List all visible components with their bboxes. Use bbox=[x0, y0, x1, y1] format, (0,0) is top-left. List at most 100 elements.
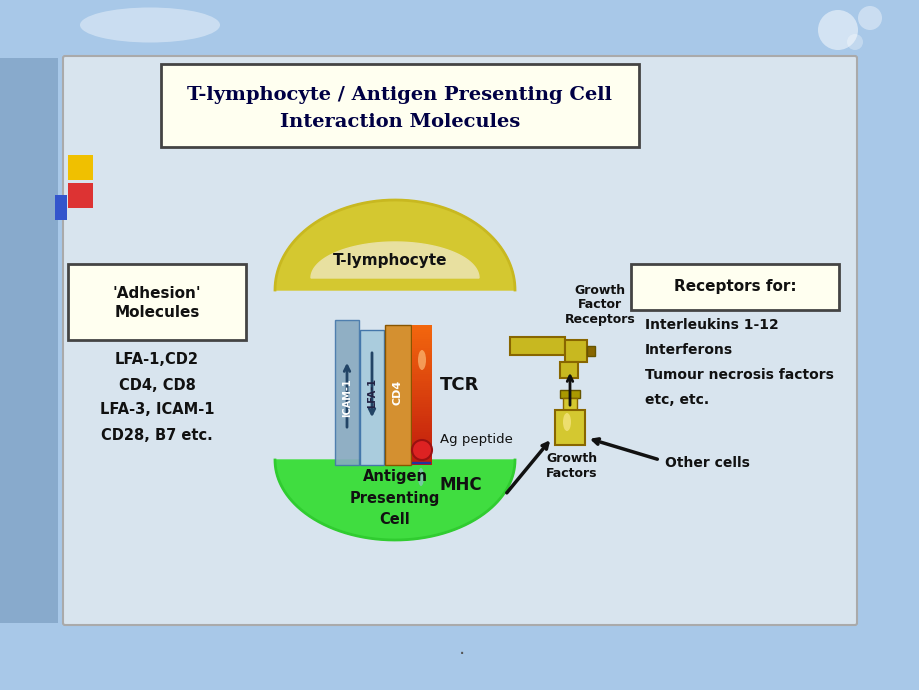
Polygon shape bbox=[311, 242, 479, 278]
Bar bbox=[412, 409, 432, 412]
Bar bbox=[412, 362, 432, 365]
Bar bbox=[0, 0, 58, 690]
Text: LFA-3, ICAM-1: LFA-3, ICAM-1 bbox=[99, 402, 214, 417]
Bar bbox=[412, 418, 432, 421]
Text: Growth
Factors: Growth Factors bbox=[546, 452, 597, 480]
Bar bbox=[335, 320, 358, 465]
Text: T-lymphocyte / Antigen Presenting Cell: T-lymphocyte / Antigen Presenting Cell bbox=[187, 86, 612, 104]
FancyBboxPatch shape bbox=[630, 264, 838, 310]
Bar bbox=[412, 376, 432, 380]
Bar bbox=[412, 444, 432, 447]
Bar bbox=[412, 416, 432, 419]
Bar bbox=[412, 395, 432, 398]
Bar bbox=[0, 623, 919, 690]
Bar bbox=[412, 342, 432, 344]
Text: Interferons: Interferons bbox=[644, 343, 732, 357]
Bar bbox=[412, 440, 432, 442]
Ellipse shape bbox=[417, 468, 424, 486]
Bar bbox=[359, 330, 383, 465]
Bar bbox=[412, 369, 432, 372]
Bar bbox=[412, 355, 432, 358]
Bar bbox=[586, 346, 595, 356]
Bar bbox=[384, 325, 411, 465]
Bar bbox=[412, 346, 432, 349]
Bar bbox=[412, 357, 432, 360]
Bar bbox=[412, 446, 432, 449]
Bar bbox=[68, 155, 93, 180]
Bar bbox=[412, 428, 432, 431]
Text: Receptors for:: Receptors for: bbox=[673, 279, 796, 295]
Bar bbox=[412, 330, 432, 333]
Bar bbox=[412, 402, 432, 405]
Bar bbox=[412, 442, 432, 444]
Text: LFA-1: LFA-1 bbox=[367, 377, 377, 408]
Bar bbox=[564, 340, 586, 362]
Text: Interaction Molecules: Interaction Molecules bbox=[279, 113, 519, 131]
FancyBboxPatch shape bbox=[62, 56, 857, 625]
Bar bbox=[0, 0, 919, 58]
Bar bbox=[412, 365, 432, 368]
Bar bbox=[412, 400, 432, 402]
Bar bbox=[412, 397, 432, 400]
Bar bbox=[412, 455, 432, 458]
Bar bbox=[412, 367, 432, 370]
Bar bbox=[560, 390, 579, 398]
Circle shape bbox=[857, 6, 881, 30]
Bar bbox=[412, 332, 432, 335]
Text: LFA-1,CD2: LFA-1,CD2 bbox=[115, 353, 199, 368]
Bar bbox=[412, 433, 432, 435]
Bar bbox=[554, 410, 584, 445]
Bar bbox=[412, 344, 432, 346]
Bar bbox=[509, 337, 564, 355]
Text: Interleukins 1-12: Interleukins 1-12 bbox=[644, 318, 777, 332]
Circle shape bbox=[412, 440, 432, 460]
Bar bbox=[412, 381, 432, 384]
Text: ICAM-1: ICAM-1 bbox=[342, 378, 352, 417]
Bar bbox=[412, 406, 432, 409]
Bar bbox=[412, 372, 432, 375]
Text: 'Adhesion'
Molecules: 'Adhesion' Molecules bbox=[112, 286, 201, 320]
Bar bbox=[412, 435, 432, 437]
Bar bbox=[412, 460, 432, 463]
Text: T-lymphocyte: T-lymphocyte bbox=[333, 253, 447, 268]
Bar bbox=[412, 360, 432, 363]
Bar bbox=[412, 451, 432, 454]
Bar bbox=[412, 348, 432, 351]
Text: .: . bbox=[459, 638, 465, 658]
Text: Ag peptide: Ag peptide bbox=[439, 433, 512, 446]
Ellipse shape bbox=[417, 350, 425, 370]
Bar bbox=[412, 437, 432, 440]
Bar bbox=[412, 462, 429, 463]
Bar bbox=[412, 404, 432, 407]
Bar bbox=[412, 453, 432, 456]
Bar bbox=[412, 423, 432, 426]
Bar bbox=[412, 339, 432, 342]
Text: Growth
Factor
Receptors: Growth Factor Receptors bbox=[564, 284, 635, 326]
Bar bbox=[412, 351, 432, 353]
Bar bbox=[560, 362, 577, 378]
Bar bbox=[412, 384, 432, 386]
Text: CD4, CD8: CD4, CD8 bbox=[119, 377, 195, 393]
Bar bbox=[412, 448, 432, 451]
Bar bbox=[412, 386, 432, 388]
Bar bbox=[412, 463, 432, 466]
Circle shape bbox=[846, 34, 862, 50]
Text: TCR: TCR bbox=[439, 376, 479, 394]
Bar bbox=[412, 337, 432, 339]
Text: Antigen
Presenting
Cell: Antigen Presenting Cell bbox=[349, 469, 439, 526]
Circle shape bbox=[817, 10, 857, 50]
Bar bbox=[412, 327, 432, 331]
Bar bbox=[412, 353, 432, 356]
Ellipse shape bbox=[562, 413, 571, 431]
Bar bbox=[412, 430, 432, 433]
FancyBboxPatch shape bbox=[161, 64, 639, 147]
Polygon shape bbox=[275, 200, 515, 290]
Bar bbox=[412, 414, 432, 417]
Bar bbox=[412, 325, 432, 328]
Bar bbox=[412, 379, 432, 382]
Bar bbox=[412, 374, 432, 377]
Bar bbox=[412, 411, 432, 414]
Text: CD4: CD4 bbox=[392, 380, 403, 405]
Bar bbox=[412, 425, 432, 428]
Bar bbox=[412, 393, 432, 395]
